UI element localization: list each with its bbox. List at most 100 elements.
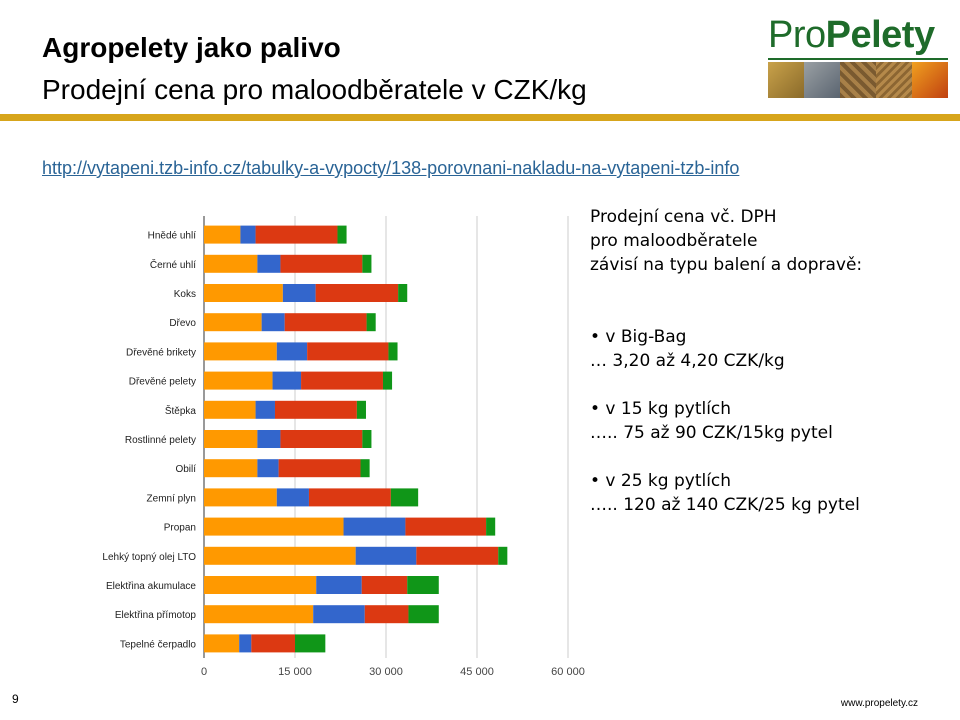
bar-segment xyxy=(405,517,487,536)
x-tick-label: 60 000 xyxy=(551,666,585,678)
fuel-price-chart: Hnědé uhlí Černé uhlí Koks Dřevo Dřevěné bri… xyxy=(102,216,585,678)
bar-segment xyxy=(343,517,406,536)
chart-category-labels: Hnědé uhlí Černé uhlí Koks Dřevo Dřevěné bri… xyxy=(102,231,196,651)
bar-segment xyxy=(295,634,326,653)
bar-segment xyxy=(366,313,376,332)
bar-segment xyxy=(416,546,499,565)
bigbag-detail: … 3,20 až 4,20 CZK/kg xyxy=(590,351,785,371)
intro-line-1: Prodejní cena vč. DPH xyxy=(590,207,777,227)
bar-segment xyxy=(255,400,275,419)
category-label: Elektřina akumulace xyxy=(106,581,196,592)
bar-segment xyxy=(388,342,398,361)
propelety-logo: ProPelety xyxy=(768,14,948,100)
category-label: Propan xyxy=(164,523,196,534)
bar-segment xyxy=(276,488,309,507)
category-label: Černé uhlí xyxy=(150,258,196,271)
bag25-bullet: • v 25 kg pytlích xyxy=(590,471,732,491)
bar-segment xyxy=(280,254,363,273)
bar-segment xyxy=(315,284,399,302)
bar-segment xyxy=(382,371,393,390)
bar-segment xyxy=(313,605,365,624)
side-text: Prodejní cena vč. DPH pro maloodběratele… xyxy=(590,205,950,517)
category-label: Dřevěné pelety xyxy=(129,377,196,388)
chart-bars xyxy=(204,225,508,653)
bar-segment xyxy=(204,313,262,332)
bar-segment xyxy=(356,400,366,419)
slide-title: Agropelety jako palivo xyxy=(42,32,341,63)
bigbag-bullet: • v Big-Bag xyxy=(590,327,687,347)
bar-segment xyxy=(239,634,252,653)
source-link[interactable]: http://vytapeni.tzb-info.cz/tabulky-a-vy… xyxy=(42,158,740,178)
category-label: Tepelné čerpadlo xyxy=(120,639,197,650)
bar-segment xyxy=(257,254,281,273)
chart-x-tick-labels: 0 15 000 30 000 45 000 60 000 xyxy=(201,666,585,678)
bar-segment xyxy=(204,284,283,302)
x-tick-label: 0 xyxy=(201,666,207,678)
bar-segment xyxy=(308,488,391,507)
logo-underline xyxy=(768,58,948,60)
bag15-detail: ….. 75 až 90 CZK/15kg pytel xyxy=(590,423,833,443)
bar-segment xyxy=(204,634,240,653)
category-label: Štěpka xyxy=(165,404,197,417)
bar-segment xyxy=(390,488,419,507)
bar-segment xyxy=(204,605,314,624)
category-label: Hnědé uhlí xyxy=(148,231,197,242)
title-rule xyxy=(0,114,960,121)
bar-segment xyxy=(204,430,258,448)
bar-segment xyxy=(204,459,258,478)
category-label: Dřevěné brikety xyxy=(126,347,196,358)
bar-segment xyxy=(255,225,338,244)
bar-segment xyxy=(272,371,302,390)
bar-segment xyxy=(398,284,408,302)
bar-segment xyxy=(362,254,372,273)
bar-segment xyxy=(204,488,277,507)
category-label: Koks xyxy=(174,289,196,300)
category-label: Zemní plyn xyxy=(147,493,196,504)
logo-text: ProPelety xyxy=(768,14,935,57)
logo-text-pelety: Pelety xyxy=(825,14,935,56)
bar-segment xyxy=(204,254,258,273)
category-label: Rostlinné pelety xyxy=(125,435,196,446)
bar-segment xyxy=(282,284,316,302)
logo-photo-strip xyxy=(768,62,948,98)
bar-segment xyxy=(486,517,496,536)
slide-subtitle: Prodejní cena pro maloodběratele v CZK/k… xyxy=(42,74,587,105)
intro-line-2: pro maloodběratele xyxy=(590,231,758,251)
bar-segment xyxy=(307,342,389,361)
bar-segment xyxy=(204,546,356,565)
bar-segment xyxy=(274,400,357,419)
bar-segment xyxy=(284,313,367,332)
bar-segment xyxy=(337,225,347,244)
bar-segment xyxy=(364,605,409,624)
bar-segment xyxy=(257,459,279,478)
bag25-detail: ….. 120 až 140 CZK/25 kg pytel xyxy=(590,495,860,515)
bar-segment xyxy=(280,430,363,448)
bar-segment xyxy=(408,605,439,624)
bar-segment xyxy=(316,576,362,594)
x-tick-label: 15 000 xyxy=(278,666,312,678)
category-label: Elektřina přímotop xyxy=(115,610,197,621)
bar-segment xyxy=(204,576,317,594)
bar-segment xyxy=(204,342,277,361)
page-number: 9 xyxy=(12,692,19,706)
logo-text-pro: Pro xyxy=(768,14,826,56)
bar-segment xyxy=(251,634,295,653)
bar-segment xyxy=(276,342,308,361)
bar-segment xyxy=(240,225,256,244)
category-label: Dřevo xyxy=(169,318,196,329)
bar-segment xyxy=(362,430,372,448)
bar-segment xyxy=(498,546,508,565)
bar-segment xyxy=(204,371,273,390)
category-label: Obilí xyxy=(175,464,196,475)
category-label: Lehký topný olej LTO xyxy=(102,552,196,563)
bar-segment xyxy=(360,459,370,478)
bar-segment xyxy=(204,400,256,419)
bar-segment xyxy=(361,576,408,594)
x-tick-label: 45 000 xyxy=(460,666,494,678)
bar-segment xyxy=(204,225,241,244)
bar-segment xyxy=(204,517,344,536)
bar-segment xyxy=(407,576,439,594)
bar-segment xyxy=(257,430,281,448)
bar-segment xyxy=(278,459,361,478)
intro-line-3: závisí na typu balení a dopravě: xyxy=(590,255,863,275)
